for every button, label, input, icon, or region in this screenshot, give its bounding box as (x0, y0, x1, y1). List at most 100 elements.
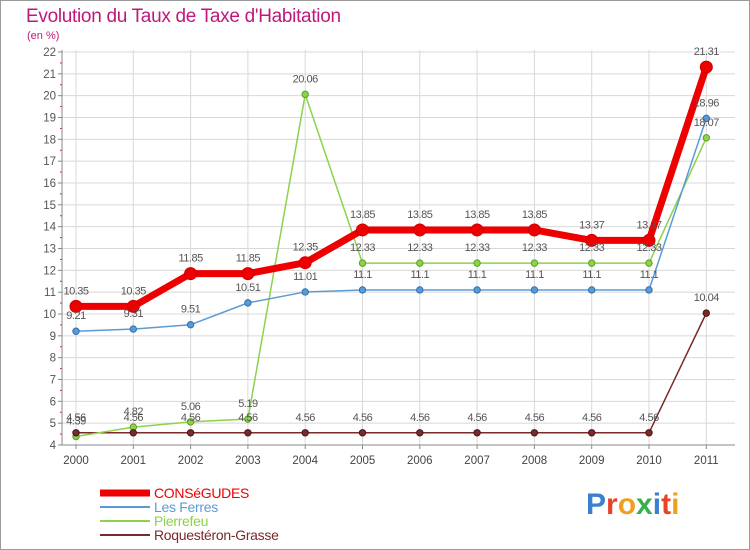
data-point (585, 233, 599, 247)
data-point (527, 223, 541, 237)
data-label: 4.56 (582, 412, 602, 424)
y-tick-label: 16 (43, 178, 56, 190)
data-label: 10.04 (694, 292, 719, 304)
legend-label: Roquestéron-Grasse (154, 527, 279, 543)
data-point (473, 286, 481, 294)
y-tick-label: 18 (43, 134, 56, 146)
data-label: 4.56 (410, 412, 430, 424)
data-point (244, 415, 252, 423)
data-point (244, 299, 252, 307)
data-label: 9.31 (124, 308, 144, 320)
x-tick-label: 2001 (121, 455, 147, 467)
x-tick-label: 2011 (694, 455, 719, 467)
data-point (301, 90, 309, 99)
data-point (129, 325, 138, 333)
data-label: 21.31 (694, 46, 719, 58)
data-label: 11.1 (468, 269, 487, 281)
data-label: 12.33 (522, 242, 547, 254)
data-label: 4.56 (467, 412, 487, 424)
data-point (645, 429, 653, 437)
data-label: 5.19 (238, 398, 258, 410)
chart-title: Evolution du Taux de Taxe d'Habitation (26, 6, 341, 27)
data-label: 4.56 (181, 412, 201, 424)
data-label: 9.21 (66, 310, 86, 322)
y-tick-label: 20 (43, 91, 56, 103)
data-point (645, 286, 653, 294)
data-point (702, 309, 710, 317)
data-label: 4.82 (124, 406, 144, 418)
data-label: 18.96 (694, 97, 719, 109)
data-point (358, 429, 367, 437)
y-tick-label: 21 (43, 69, 56, 81)
data-label: 4.56 (295, 412, 315, 424)
proxiti-logo: Proxiti (586, 488, 679, 522)
data-point (126, 299, 140, 313)
data-point (186, 320, 195, 329)
x-tick-label: 2008 (522, 455, 548, 467)
legend-label: Les Ferres (154, 499, 218, 515)
x-tick-label: 2000 (63, 455, 89, 467)
data-point (645, 259, 653, 267)
logo-letter: i (671, 488, 680, 521)
data-point (642, 233, 656, 247)
logo-letter: i (652, 488, 662, 521)
data-point (416, 259, 424, 267)
data-point (530, 429, 539, 437)
data-point (69, 299, 83, 313)
x-tick-label: 2003 (235, 455, 261, 467)
data-point (72, 327, 80, 335)
data-label: 11.01 (293, 271, 318, 283)
data-label: 11.85 (178, 253, 203, 265)
data-point (473, 429, 481, 437)
data-label: 12.33 (407, 242, 432, 254)
x-tick-label: 2005 (350, 455, 376, 467)
data-point (416, 286, 424, 294)
series-line-4 (76, 312, 707, 434)
data-label: 18.07 (694, 117, 719, 129)
y-tick-label: 8 (50, 353, 56, 365)
x-tick-label: 2002 (178, 455, 204, 467)
data-label: 13.37 (636, 219, 661, 231)
data-label: 13.37 (579, 219, 604, 231)
data-point (244, 429, 252, 437)
data-point (129, 429, 138, 437)
data-label: 11.1 (582, 269, 601, 281)
data-label: 5.06 (181, 401, 201, 413)
y-tick-label: 9 (50, 331, 56, 343)
data-point (416, 429, 424, 437)
data-label: 12.35 (293, 242, 318, 254)
data-point (588, 259, 596, 267)
data-label: 10.35 (63, 285, 88, 297)
data-label: 13.85 (407, 209, 432, 221)
data-point (699, 60, 713, 74)
legend-label: Pierrefeu (154, 513, 208, 529)
x-tick-label: 2010 (636, 455, 662, 467)
x-tick-label: 2007 (464, 455, 490, 467)
data-point (530, 286, 539, 294)
data-point (588, 429, 596, 437)
y-tick-label: 19 (43, 113, 56, 125)
data-point (470, 223, 484, 237)
logo-letter: P (586, 488, 607, 521)
data-point (588, 286, 596, 294)
logo-letter: t (661, 488, 672, 521)
y-tick-label: 7 (50, 375, 56, 387)
logo-letter: x (636, 488, 653, 521)
data-label: 10.35 (121, 285, 146, 297)
data-label: 12.33 (636, 242, 661, 254)
y-tick-label: 5 (50, 418, 56, 430)
data-label: 4.56 (238, 412, 258, 424)
data-point (530, 259, 539, 267)
y-tick-label: 12 (43, 265, 56, 277)
data-label: 12.33 (350, 242, 375, 254)
data-label: 13.85 (465, 209, 490, 221)
data-label: 4.39 (66, 415, 86, 427)
data-point (186, 429, 195, 437)
series-line-1 (76, 65, 710, 310)
data-point (413, 223, 427, 237)
y-tick-label: 10 (43, 309, 56, 321)
y-tick-label: 22 (43, 47, 56, 59)
data-label: 4.56 (66, 412, 86, 424)
data-label: 11.1 (640, 269, 659, 281)
x-tick-label: 2009 (579, 455, 605, 467)
